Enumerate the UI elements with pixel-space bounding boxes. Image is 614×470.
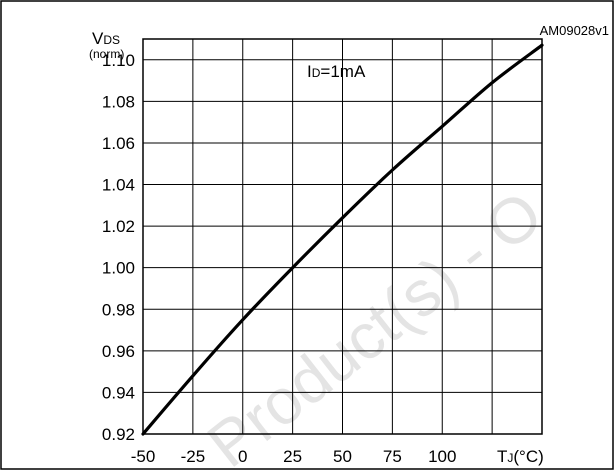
x-tick-label: -50 (131, 447, 156, 466)
series-line (141, 43, 544, 436)
y-tick-label: 1.08 (102, 92, 135, 111)
annotation: ID=1mA (307, 62, 366, 81)
x-axis-label: TJ(°C) (497, 447, 544, 466)
y-tick-label: 1.06 (102, 134, 135, 153)
plot-frame (142, 38, 543, 435)
annotation-main: I (307, 62, 312, 81)
y-tick-label: 1.04 (102, 176, 135, 195)
x-tick-label: 0 (238, 447, 247, 466)
x-axis-label-main: T (497, 447, 507, 466)
x-tick-label: -25 (181, 447, 206, 466)
y-tick-label: 1.10 (102, 51, 135, 70)
annotation-sub: D (312, 66, 321, 80)
y-axis-unit: (norm) (89, 47, 124, 61)
annotation-rest: =1mA (320, 62, 366, 81)
y-axis-label: VDS (92, 29, 120, 48)
y-axis-label-main: V (92, 29, 104, 48)
y-axis-label-sub: DS (103, 33, 120, 47)
x-tick-labels: -50 -25 0 25 50 75 100 (131, 447, 457, 466)
y-tick-label: 0.92 (102, 425, 135, 444)
y-tick-labels: 0.92 0.94 0.96 0.98 1.00 1.02 1.04 1.06 1.08 1.10 (102, 51, 135, 444)
x-tick-label: 25 (283, 447, 302, 466)
x-axis-label-sub: J (507, 451, 513, 465)
x-axis-label-unit: (°C) (513, 447, 543, 466)
x-tick-label: 75 (383, 447, 402, 466)
x-tick-label: 50 (333, 447, 352, 466)
y-tick-label: 1.00 (102, 259, 135, 278)
grid (142, 39, 543, 435)
figure-id: AM09028v1 (540, 23, 609, 38)
y-tick-label: 0.94 (102, 383, 135, 402)
y-tick-label: 0.96 (102, 342, 135, 361)
x-tick-label: 100 (428, 447, 456, 466)
y-tick-label: 0.98 (102, 300, 135, 319)
y-tick-label: 1.02 (102, 217, 135, 236)
